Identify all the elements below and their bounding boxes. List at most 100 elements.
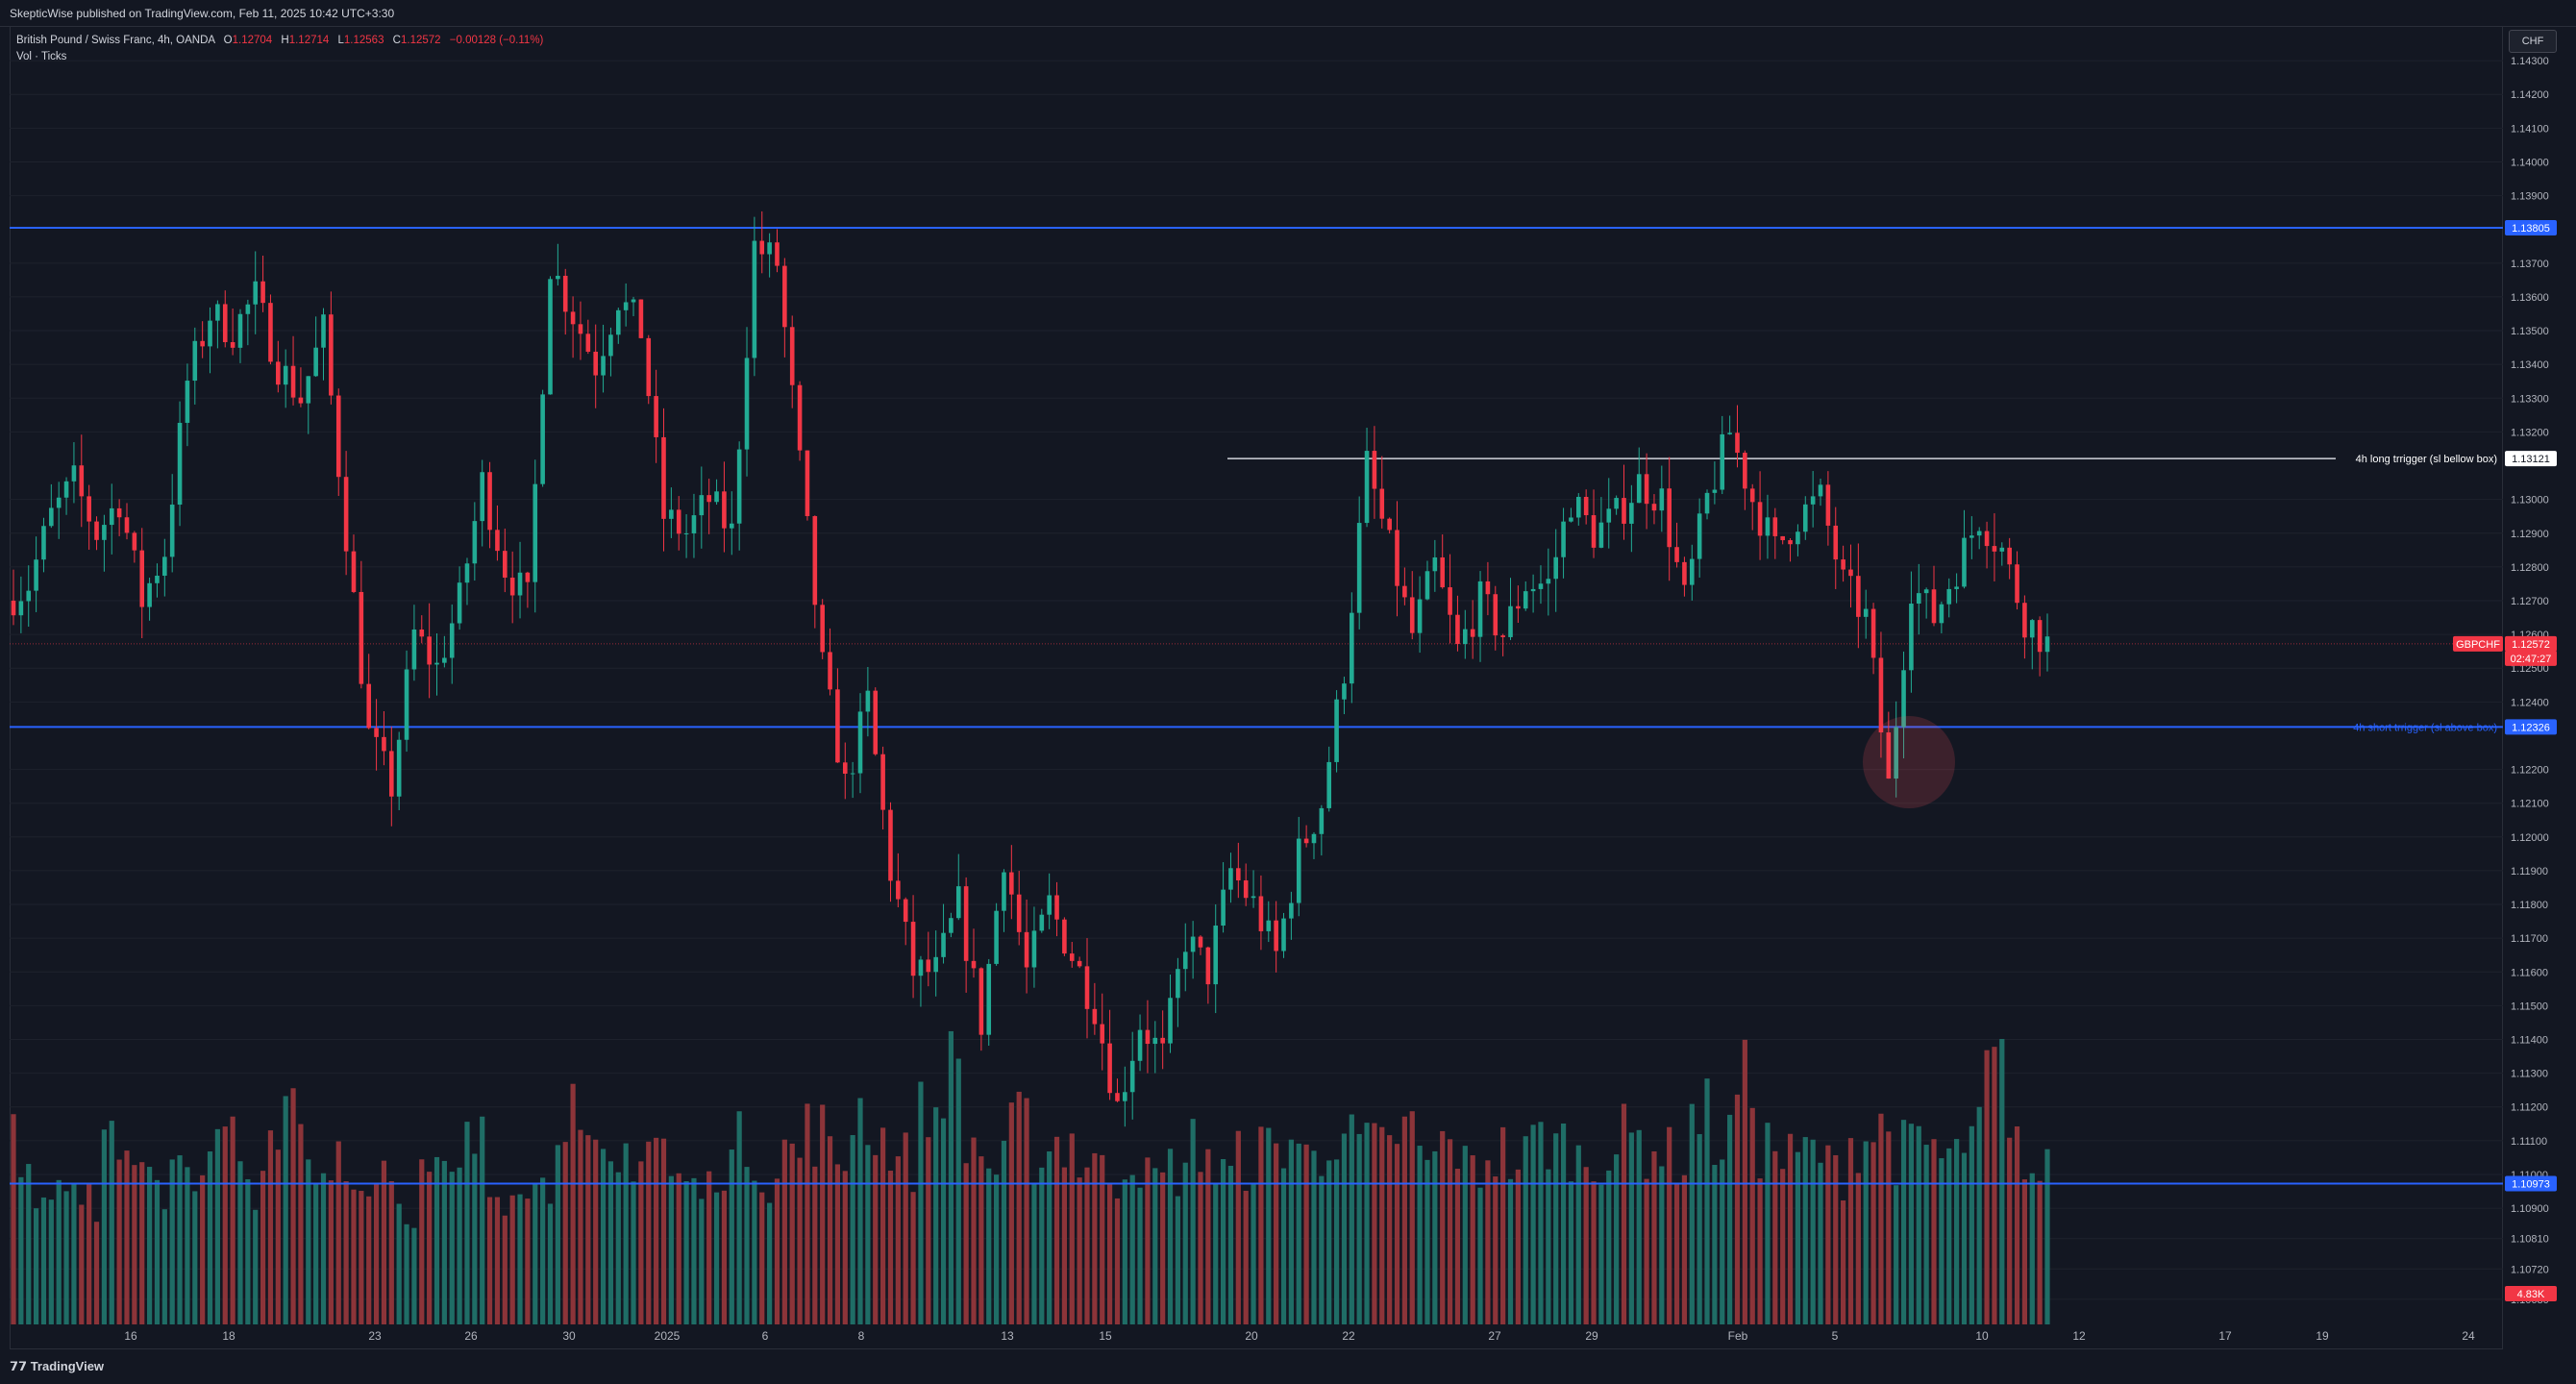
candle-body xyxy=(1954,586,1959,589)
highlight-circle[interactable] xyxy=(1863,716,1955,808)
line-price-label-bg xyxy=(2505,219,2557,235)
candle-body xyxy=(329,314,334,396)
line-price-label: 1.12326 xyxy=(2512,722,2550,733)
candle-body xyxy=(729,523,734,529)
volume-bar xyxy=(200,1174,206,1324)
volume-bar xyxy=(1969,1125,1974,1324)
volume-bar xyxy=(1372,1123,1377,1324)
horizontal-lines[interactable]: 4h short trrigger (sl above box) 4h long … xyxy=(10,226,2503,1185)
volume-bar xyxy=(1493,1176,1499,1324)
volume-bar xyxy=(109,1121,114,1324)
candle-body xyxy=(2007,547,2012,565)
time-axis[interactable]: 16 18 23 26 30 2025 6 8 13 15 20 22 27 29 Feb 5 10 12 17 19… xyxy=(124,1329,2475,1343)
y-tick-label: 1.14000 xyxy=(2511,157,2549,168)
y-tick-label: 1.13300 xyxy=(2511,393,2549,405)
volume-bar xyxy=(411,1227,417,1324)
candle-body xyxy=(1356,523,1362,613)
y-tick-label: 1.13200 xyxy=(2511,427,2549,438)
volume-bar xyxy=(1931,1139,1937,1324)
candle-body xyxy=(654,396,658,437)
candle-body xyxy=(1818,484,1823,497)
x-tick-label: 22 xyxy=(1342,1329,1355,1343)
candle-body xyxy=(1402,585,1407,598)
volume-bar xyxy=(1560,1123,1567,1324)
volume-bar xyxy=(668,1175,674,1324)
volume-legend: Vol · Ticks xyxy=(16,51,67,62)
volume-bar xyxy=(1061,1167,1067,1324)
y-tick-label: 1.12700 xyxy=(2511,596,2549,607)
y-tick-label: 1.11600 xyxy=(2511,967,2548,978)
volume-bar xyxy=(1697,1134,1702,1324)
candle-body xyxy=(1168,998,1173,1044)
volume-bar xyxy=(1016,1091,1022,1324)
volume-bar xyxy=(1333,1159,1340,1324)
candle-body xyxy=(736,449,742,524)
candle-body xyxy=(835,689,840,763)
candle-body xyxy=(1598,522,1604,548)
volume-bar xyxy=(169,1159,175,1324)
volume-bar xyxy=(1401,1116,1407,1324)
chart-pane[interactable] xyxy=(10,26,2503,1349)
candle-body xyxy=(1311,833,1317,844)
candle-body xyxy=(162,556,167,576)
candle-body xyxy=(1395,530,1399,586)
volume-bar xyxy=(570,1083,576,1324)
volume-bar xyxy=(1847,1138,1854,1324)
candle-body xyxy=(1485,581,1491,595)
x-tick-label: 8 xyxy=(858,1329,865,1343)
candle-body xyxy=(1190,936,1196,952)
candle-body xyxy=(313,347,318,377)
volume-bar xyxy=(1213,1183,1219,1324)
x-tick-label: 26 xyxy=(464,1329,478,1343)
volume-bar xyxy=(222,1126,228,1324)
candle-body xyxy=(601,356,606,376)
candle-body xyxy=(1039,914,1045,931)
candle-body xyxy=(1870,608,1876,658)
candle-body xyxy=(1841,559,1845,570)
volume-bar xyxy=(517,1194,523,1324)
volume-bar xyxy=(1749,1107,1755,1324)
candle-body xyxy=(1092,1008,1098,1025)
volume-bar xyxy=(388,1180,394,1324)
candle-body xyxy=(669,509,674,519)
candle-body xyxy=(1274,920,1278,952)
trigger-annotation: 4h long trrigger (sl bellow box) xyxy=(2356,454,2497,465)
candle-body xyxy=(1387,518,1392,531)
candle-body xyxy=(767,242,772,255)
volume-bar xyxy=(918,1081,924,1324)
volume-bar xyxy=(873,1154,879,1324)
candle-body xyxy=(56,497,62,508)
volume-bar xyxy=(1008,1102,1014,1324)
volume-bar xyxy=(1424,1159,1430,1324)
candle-body xyxy=(1031,930,1037,968)
volume-bar xyxy=(1621,1103,1627,1324)
candle-body xyxy=(1047,895,1052,915)
candle-body xyxy=(903,899,908,923)
x-tick-label: 13 xyxy=(1001,1329,1014,1343)
trigger-price-label: 1.13121 xyxy=(2512,454,2550,465)
x-tick-label: 19 xyxy=(2316,1329,2329,1343)
candle-body xyxy=(533,483,538,582)
x-tick-label: 23 xyxy=(368,1329,382,1343)
volume-bar xyxy=(1182,1162,1188,1324)
volume-bar xyxy=(834,1164,841,1324)
currency-button[interactable]: CHF xyxy=(2509,30,2557,53)
price-axis[interactable]: 1.14300 1.14200 1.14100 1.14000 1.13900 1.137… xyxy=(2511,56,2549,1306)
candle-body xyxy=(1296,838,1301,903)
volume-bar xyxy=(381,1160,387,1324)
candle-body xyxy=(124,517,130,533)
volume-bar xyxy=(486,1197,493,1324)
candle-body xyxy=(1825,484,1831,526)
volume-bar xyxy=(842,1171,848,1324)
y-tick-label: 1.10720 xyxy=(2511,1264,2549,1275)
candle-body xyxy=(683,532,689,534)
candle-body xyxy=(1372,451,1377,489)
candle-body xyxy=(222,304,228,342)
volume-bar xyxy=(146,1167,153,1324)
candle-body xyxy=(472,521,478,564)
candle-body xyxy=(1999,547,2005,552)
volume-bar xyxy=(275,1149,281,1324)
candle-body xyxy=(1228,868,1233,890)
volume-bar xyxy=(1644,1178,1649,1324)
